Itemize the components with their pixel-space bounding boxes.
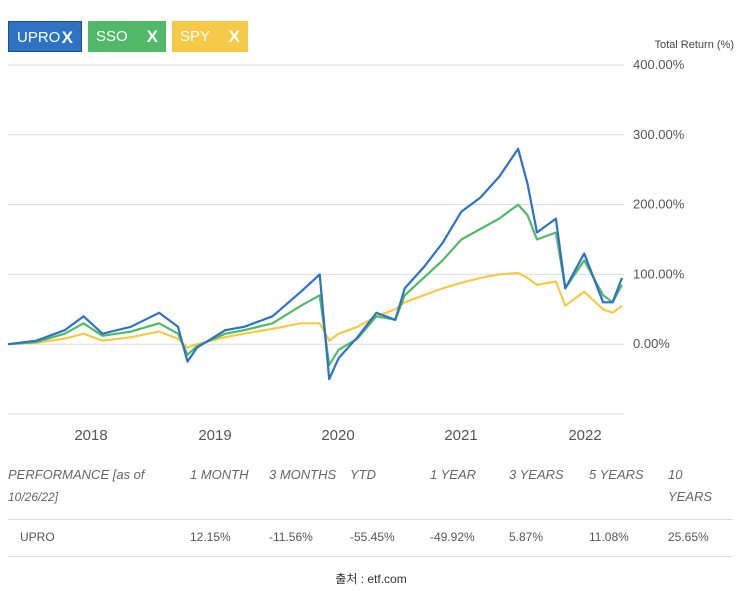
cell-10-years: 25.65% [668, 530, 709, 544]
col-1-year: 1 YEAR [430, 467, 477, 482]
close-icon[interactable]: X [146, 27, 158, 46]
table-divider [8, 556, 733, 557]
close-icon[interactable]: X [228, 27, 240, 46]
x-tick-label: 2022 [568, 427, 601, 444]
col-3-months: 3 MONTHS [269, 467, 337, 482]
col-10-years-line2: YEARS [668, 489, 713, 504]
cell-1-year: -49.92% [430, 530, 475, 544]
col-5-years: 5 YEARS [589, 467, 644, 482]
performance-header-line2: 10/26/22] [8, 490, 59, 504]
series-tag-label: SPY [180, 28, 211, 45]
series-line-sso [7, 203, 623, 367]
series-tag-label: UPRO [17, 29, 61, 46]
cell-5-years: 11.08% [589, 530, 629, 544]
series-tag-sso[interactable]: SSO X [88, 21, 166, 52]
table-divider [8, 519, 733, 520]
x-tick-label: 2018 [74, 427, 107, 444]
y-tick-label: 400.00% [633, 57, 685, 72]
cell-3-years: 5.87% [509, 530, 544, 544]
performance-header-line1: PERFORMANCE [as of [8, 467, 145, 482]
series-tag-upro[interactable]: UPRO X [8, 21, 82, 52]
y-tick-label: 200.00% [633, 197, 685, 212]
y-tick-label: 100.00% [633, 266, 685, 281]
col-10-years: 10 YEARS [668, 464, 712, 518]
x-tick-label: 2021 [444, 427, 477, 444]
y-tick-label: 300.00% [633, 127, 685, 142]
performance-header-label: PERFORMANCE [as of 10/26/22] [8, 464, 173, 518]
y-axis-title: Total Return (%) [654, 39, 734, 51]
cell-3-months: -11.56% [269, 530, 313, 544]
col-3-years: 3 YEARS [509, 467, 564, 482]
col-1-month: 1 MONTH [190, 467, 249, 482]
series-line-upro [7, 147, 624, 381]
series-tag-spy[interactable]: SPY X [172, 21, 248, 52]
cell-ytd: -55.45% [350, 530, 395, 544]
line-chart: 400.00% 300.00% 200.00% 100.00% 0.00% 2018 201… [7, 57, 685, 444]
series-tag-label: SSO [96, 28, 128, 45]
x-tick-label: 2020 [321, 427, 354, 444]
series-line-spy [7, 271, 623, 349]
cell-1-month: 12.15% [190, 530, 231, 544]
source-caption: 출처 : etf.com [335, 572, 407, 586]
close-icon[interactable]: X [61, 28, 73, 47]
x-tick-label: 2019 [198, 427, 231, 444]
y-tick-label: 0.00% [633, 336, 670, 351]
row-ticker[interactable]: UPRO [20, 530, 55, 544]
col-10-years-line1: 10 [668, 467, 683, 482]
col-ytd: YTD [350, 467, 376, 482]
